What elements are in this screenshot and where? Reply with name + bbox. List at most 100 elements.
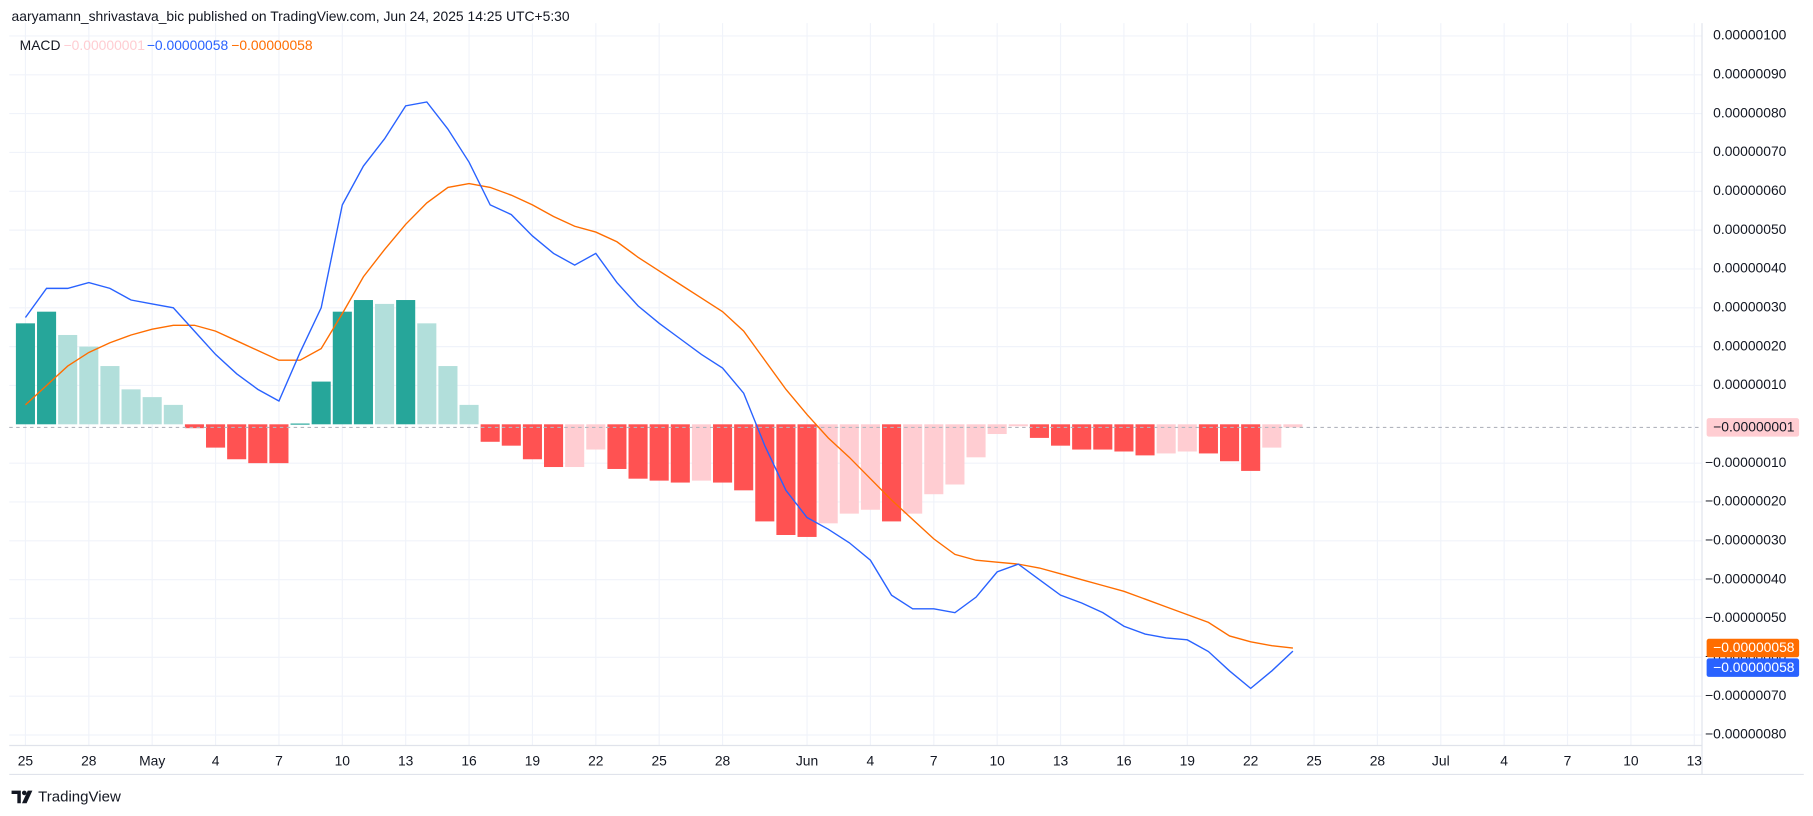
histogram-bar bbox=[691, 424, 711, 481]
x-tick-label: 22 bbox=[588, 752, 604, 768]
histogram-bar bbox=[269, 424, 289, 464]
histogram-bar bbox=[670, 424, 690, 483]
histogram-bar bbox=[438, 366, 458, 425]
y-tick-label: 0.00000070 bbox=[1713, 143, 1787, 159]
histogram-bar bbox=[818, 424, 838, 524]
histogram-bar bbox=[79, 346, 99, 425]
histogram-bar bbox=[1072, 424, 1092, 450]
x-tick-label: 7 bbox=[930, 752, 938, 768]
grid-layer bbox=[9, 23, 1702, 746]
legend-histogram-value: −0.00000001 bbox=[64, 37, 146, 53]
x-tick-label: 16 bbox=[1116, 752, 1132, 768]
y-tick-label: −0.00000030 bbox=[1705, 531, 1787, 547]
histogram-bar bbox=[607, 424, 627, 469]
y-tick-label: 0.00000080 bbox=[1713, 104, 1787, 120]
histogram-bar bbox=[353, 300, 373, 425]
histogram-bar bbox=[522, 424, 542, 460]
macd-line bbox=[24, 101, 1294, 690]
histogram-bar bbox=[839, 424, 859, 514]
histogram-bar bbox=[586, 424, 606, 450]
histogram-bar bbox=[1220, 424, 1240, 462]
marks-layer bbox=[9, 101, 1702, 690]
x-tick-label: 10 bbox=[1623, 752, 1639, 768]
x-tick-label: 10 bbox=[989, 752, 1005, 768]
y-tick-label: 0.00000050 bbox=[1713, 221, 1787, 237]
x-tick-label: 7 bbox=[1564, 752, 1572, 768]
x-tick-label: Jul bbox=[1432, 752, 1450, 768]
histogram-bar bbox=[501, 424, 521, 446]
histogram-bar bbox=[713, 424, 733, 483]
x-tick-label: 4 bbox=[1500, 752, 1508, 768]
macd-badge-label: −0.00000058 bbox=[1713, 659, 1795, 675]
histogram-bar bbox=[37, 311, 57, 425]
histogram-bar bbox=[987, 424, 1007, 435]
x-tick-label: Jun bbox=[796, 752, 818, 768]
signal-badge-label: −0.00000058 bbox=[1713, 639, 1795, 655]
histogram-bar bbox=[375, 303, 395, 425]
histogram-bar bbox=[776, 424, 796, 535]
histogram-bar bbox=[649, 424, 669, 481]
logo-part bbox=[21, 790, 27, 796]
histogram-bar bbox=[121, 389, 141, 425]
x-tick-label: 13 bbox=[398, 752, 414, 768]
histogram-bar bbox=[565, 424, 585, 468]
histogram-bar bbox=[903, 424, 923, 514]
signal-badge bbox=[1706, 638, 1800, 658]
x-tick-label: 22 bbox=[1243, 752, 1259, 768]
histogram-bar bbox=[227, 424, 247, 460]
histogram-badge-label: −0.00000001 bbox=[1713, 419, 1795, 435]
y-tick-label: 0.00000100 bbox=[1713, 27, 1787, 43]
y-tick-label: 0.00000030 bbox=[1713, 298, 1787, 314]
x-tick-label: 13 bbox=[1687, 752, 1703, 768]
y-tick-label: −0.00000020 bbox=[1705, 493, 1787, 509]
macd-badge bbox=[1706, 658, 1800, 677]
y-tick-label: −0.00000050 bbox=[1705, 609, 1787, 625]
histogram-bar bbox=[544, 424, 564, 468]
y-tick-label: −0.00000010 bbox=[1705, 454, 1787, 470]
x-tick-label: 25 bbox=[651, 752, 667, 768]
header-title: aaryamann_shrivastava_bic published on T… bbox=[12, 8, 570, 24]
histogram-bar bbox=[797, 424, 817, 537]
histogram-bar bbox=[1114, 424, 1134, 452]
legend-signal-value: −0.00000058 bbox=[231, 37, 313, 53]
histogram-bar bbox=[1177, 424, 1197, 452]
logo-part bbox=[11, 790, 21, 804]
histogram-bar bbox=[206, 424, 226, 448]
x-tick-label: 10 bbox=[335, 752, 351, 768]
y-tick-label: 0.00000020 bbox=[1713, 337, 1787, 353]
signal-line bbox=[24, 182, 1293, 649]
histogram-bar bbox=[755, 424, 775, 522]
histogram-bar bbox=[945, 424, 965, 485]
x-tick-label: 4 bbox=[867, 752, 875, 768]
histogram-bar bbox=[58, 334, 78, 425]
histogram-bar bbox=[480, 424, 500, 442]
legend-indicator[interactable]: MACD bbox=[20, 37, 61, 53]
histogram-bar bbox=[966, 424, 986, 458]
histogram-bar bbox=[396, 300, 416, 425]
logo-part bbox=[21, 790, 33, 804]
y-tick-label: −0.00000080 bbox=[1705, 726, 1787, 742]
x-tick-label: 19 bbox=[525, 752, 541, 768]
histogram-bar bbox=[459, 404, 479, 425]
x-tick-label: 19 bbox=[1180, 752, 1196, 768]
legend-macd-value: −0.00000058 bbox=[147, 37, 229, 53]
y-tick-label: 0.00000040 bbox=[1713, 260, 1787, 276]
y-tick-label: −0.00000070 bbox=[1705, 687, 1787, 703]
histogram-bar bbox=[332, 311, 352, 425]
histogram-bar bbox=[1135, 424, 1155, 456]
labels-layer: 0.00000100 0.00000090 0.00000080 0.00000070… bbox=[18, 27, 1800, 768]
histogram-bar bbox=[248, 424, 268, 464]
histogram-bar bbox=[860, 424, 880, 510]
histogram-bar bbox=[1008, 424, 1028, 427]
histogram-bar bbox=[15, 323, 35, 425]
histogram-bar bbox=[1156, 424, 1176, 454]
x-tick-label: 28 bbox=[1370, 752, 1386, 768]
histogram-bar bbox=[100, 366, 120, 425]
histogram-bar bbox=[1029, 424, 1049, 438]
histogram-bar bbox=[417, 323, 437, 425]
y-tick-label: 0.00000010 bbox=[1713, 376, 1787, 392]
y-tick-label: 0.00000060 bbox=[1713, 182, 1787, 198]
